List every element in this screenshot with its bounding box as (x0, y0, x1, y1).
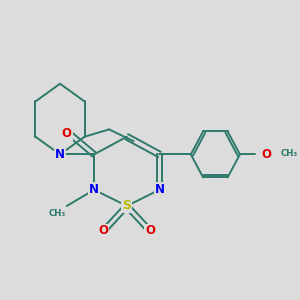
Text: S: S (122, 200, 131, 212)
Text: O: O (62, 127, 72, 140)
Text: CH₃: CH₃ (48, 209, 65, 218)
Text: N: N (154, 183, 164, 196)
Text: N: N (89, 183, 99, 196)
Text: CH₃: CH₃ (281, 149, 298, 158)
Text: O: O (261, 148, 271, 161)
Text: N: N (55, 148, 65, 161)
Text: O: O (99, 224, 109, 238)
Text: O: O (145, 224, 155, 238)
